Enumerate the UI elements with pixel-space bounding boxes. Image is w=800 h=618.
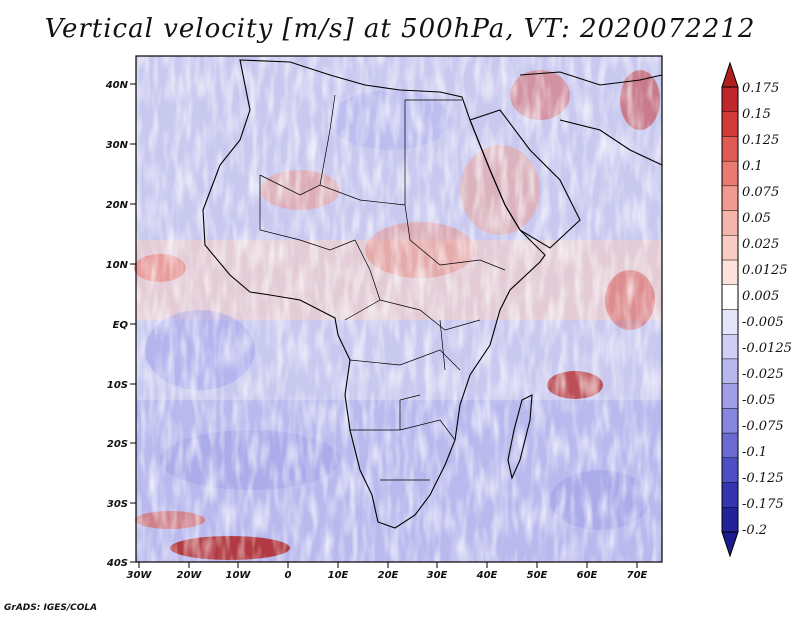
lon-label-60e: 60E — [577, 570, 598, 581]
colorbar-label: -0.1 — [742, 445, 767, 460]
colorbar-swatch — [721, 432, 739, 459]
vertical-velocity-field — [134, 56, 662, 562]
lat-label-20s: 20S — [107, 439, 128, 450]
lon-label-20w: 20W — [177, 570, 203, 581]
longitude-axis — [138, 562, 638, 568]
lat-label-eq: EQ — [113, 320, 129, 331]
coastline-outline — [202, 59, 663, 529]
colorbar-swatch — [721, 457, 739, 483]
colorbar-swatch — [721, 358, 739, 384]
colorbar — [721, 61, 739, 558]
colorbar-swatch — [721, 309, 739, 335]
colorbar-label: -0.0125 — [742, 341, 792, 356]
colorbar-swatch — [721, 383, 739, 409]
colorbar-label: 0.005 — [742, 289, 779, 304]
colorbar-label: -0.125 — [742, 471, 784, 486]
colorbar-label: 0.0125 — [742, 263, 788, 278]
colorbar-label: 0.15 — [742, 107, 771, 122]
colorbar-label: 0.175 — [742, 81, 779, 96]
colorbar-swatch — [721, 185, 739, 211]
map-frame — [135, 55, 663, 563]
colorbar-label: -0.175 — [742, 497, 784, 512]
colorbar-swatch — [721, 86, 739, 112]
colorbar-swatch — [721, 160, 739, 187]
colorbar-label: 0.025 — [742, 237, 779, 252]
colorbar-swatch — [721, 259, 739, 285]
lon-label-30w: 30W — [127, 570, 153, 581]
lat-label-30n: 30N — [106, 140, 129, 151]
lat-label-40s: 40S — [106, 558, 128, 569]
colorbar-label: 0.1 — [742, 159, 763, 174]
colorbar-label: -0.025 — [742, 367, 784, 382]
map-title: Vertical velocity [m/s] at 500hPa, VT: 2… — [44, 14, 756, 44]
colorbar-swatch — [721, 111, 739, 137]
lon-label-20e: 20E — [378, 570, 399, 581]
lat-label-20n: 20N — [106, 200, 129, 211]
colorbar-top-arrow — [721, 61, 739, 88]
lat-label-10n: 10N — [106, 260, 129, 271]
lon-label-10w: 10W — [226, 570, 252, 581]
colorbar-label: -0.075 — [742, 419, 784, 434]
lon-label-70e: 70E — [627, 570, 648, 581]
colorbar-swatch — [721, 136, 739, 162]
colorbar-label: 0.05 — [742, 211, 771, 226]
lon-label-50e: 50E — [527, 570, 548, 581]
country-borders — [259, 94, 506, 481]
colorbar-bottom-arrow — [721, 531, 739, 558]
lon-label-0: 0 — [285, 570, 292, 581]
lat-label-30s: 30S — [107, 499, 128, 510]
colorbar-swatch — [721, 235, 739, 261]
colorbar-label: 0.125 — [742, 133, 779, 148]
colorbar-label: -0.05 — [742, 393, 775, 408]
colorbar-swatch — [721, 334, 739, 360]
colorbar-label: 0.075 — [742, 185, 779, 200]
lon-label-10e: 10E — [328, 570, 349, 581]
lat-label-40n: 40N — [105, 80, 129, 91]
lon-label-30e: 30E — [427, 570, 448, 581]
colorbar-swatch — [721, 408, 739, 434]
colorbar-swatch — [721, 482, 739, 508]
lon-label-40e: 40E — [476, 570, 498, 581]
colorbar-label: -0.005 — [742, 315, 784, 330]
credit-text: GrADS: IGES/COLA — [4, 603, 98, 613]
latitude-axis — [130, 83, 136, 563]
colorbar-swatch — [721, 507, 739, 533]
colorbar-label: -0.2 — [742, 523, 767, 538]
colorbar-swatch — [721, 284, 739, 310]
lat-label-10s: 10S — [107, 380, 128, 391]
colorbar-swatch — [721, 210, 739, 236]
